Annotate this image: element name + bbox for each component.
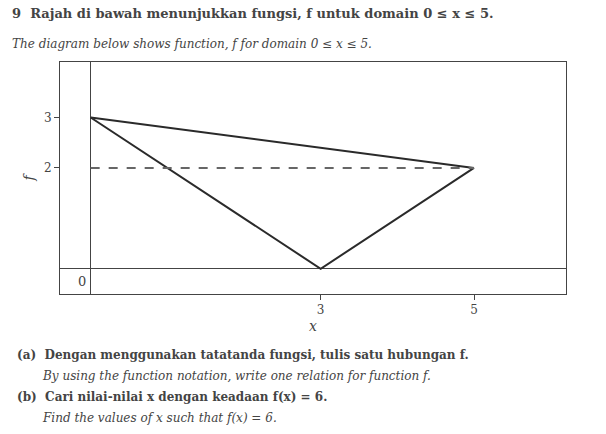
svg-text:3: 3 xyxy=(44,111,52,125)
svg-text:5: 5 xyxy=(470,303,478,317)
svg-text:9 Rajah di bawah menunjukkan: 9 Rajah di bawah menunjukkan fungsi, f u… xyxy=(12,6,493,21)
svg-text:3: 3 xyxy=(317,303,325,317)
svg-text:2: 2 xyxy=(44,161,52,175)
svg-text:By using the function notation: By using the function notation, write on… xyxy=(42,369,431,383)
svg-text:x: x xyxy=(309,318,317,334)
svg-text:0: 0 xyxy=(78,274,86,289)
svg-text:(a) Dengan menggunakan tatata: (a) Dengan menggunakan tatatanda fungsi,… xyxy=(17,348,469,362)
svg-text:Find the values of x such that: Find the values of x such that f(x) = 6. xyxy=(42,411,277,425)
svg-text:The diagram below shows functi: The diagram below shows function, f for … xyxy=(12,37,372,51)
svg-text:f: f xyxy=(21,173,37,182)
svg-text:(b) Cari nilai-nilai x dengan: (b) Cari nilai-nilai x dengan keadaan f(… xyxy=(17,390,327,404)
